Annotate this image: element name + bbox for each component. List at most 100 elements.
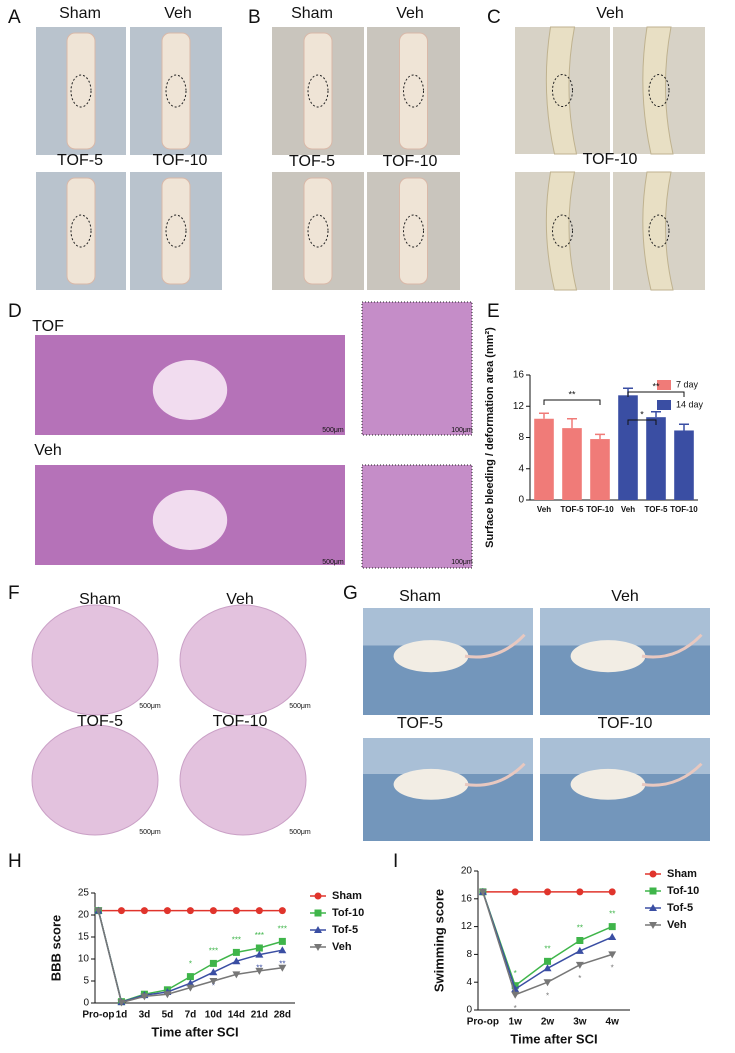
marker — [232, 948, 240, 956]
error-bar — [567, 418, 577, 429]
image-label: Sham — [79, 591, 121, 608]
significance-label: * — [611, 964, 614, 973]
spinal-cord — [399, 177, 428, 285]
scale-bar-label: 100μm — [451, 427, 473, 434]
image-label: TOF-10 — [598, 715, 653, 732]
marker — [163, 907, 171, 915]
y-tick-label: 16 — [461, 893, 473, 904]
image-label: Veh — [396, 5, 424, 22]
x-tick-label: Veh — [621, 505, 635, 514]
marker — [209, 978, 218, 985]
y-tick-label: 5 — [83, 976, 89, 987]
marker — [186, 907, 194, 915]
x-tick-label: 1d — [116, 1010, 128, 1021]
spinal-cord — [161, 177, 191, 285]
image-label: TOF-10 — [583, 151, 638, 168]
legend-label: Tof-10 — [667, 885, 699, 897]
marker — [209, 959, 217, 967]
photo — [362, 465, 472, 568]
x-tick-label: 1w — [509, 1017, 523, 1028]
significance-label: *** — [232, 936, 241, 945]
rat-tail — [641, 762, 703, 787]
legend-label: Veh — [667, 919, 687, 931]
bar — [590, 439, 610, 500]
y-tick-label: 12 — [461, 921, 473, 932]
significance-label: ** — [568, 389, 576, 399]
image-label: Sham — [291, 5, 333, 22]
series-line — [482, 891, 613, 987]
y-tick-label: 25 — [78, 888, 90, 899]
y-tick-label: 4 — [518, 463, 524, 474]
y-tick-label: 20 — [78, 910, 90, 921]
y-axis-title: Surface bleeding / deformation area (mm²… — [484, 327, 496, 548]
panel-letter: F — [8, 583, 20, 604]
x-tick-label: 2w — [541, 1017, 555, 1028]
cord-section — [179, 604, 307, 716]
photo — [362, 302, 472, 435]
marker — [575, 946, 584, 954]
significance-label: * — [212, 981, 215, 990]
marker — [278, 937, 286, 945]
scale-bar-label: 100μm — [451, 559, 473, 566]
rat-tail — [464, 762, 526, 787]
marker — [649, 904, 657, 911]
significance-label: * — [640, 409, 644, 419]
error-bar — [651, 410, 661, 418]
significance-label: * — [514, 1004, 517, 1013]
significance-label: *** — [278, 925, 287, 934]
marker — [608, 888, 616, 896]
marker — [478, 888, 487, 896]
marker — [232, 971, 241, 979]
x-tick-label: 3w — [573, 1017, 587, 1028]
significance-label: ** — [609, 910, 615, 919]
image-label: TOF-5 — [397, 715, 443, 732]
marker — [649, 870, 657, 878]
y-tick-label: 0 — [518, 495, 524, 506]
lesion-outline — [403, 214, 424, 248]
image-label: Veh — [34, 442, 62, 459]
legend-label: 14 day — [676, 399, 704, 409]
panel-letter: C — [487, 7, 501, 28]
scale-bar-label: 500μm — [289, 829, 311, 836]
rat — [570, 640, 646, 673]
lesion-outline — [70, 214, 92, 248]
marker — [94, 907, 103, 915]
rat — [570, 768, 646, 800]
y-axis-title: Swimming score — [431, 889, 446, 992]
marker — [543, 979, 552, 987]
bar — [646, 417, 666, 500]
panel-letter: I — [393, 851, 398, 872]
series-line — [482, 891, 613, 991]
image-label: Veh — [164, 5, 192, 22]
spinal-cord — [545, 171, 578, 291]
rat-tail — [464, 633, 526, 659]
y-tick-label: 15 — [78, 932, 90, 943]
image-label: Veh — [226, 591, 254, 608]
y-tick-label: 20 — [461, 866, 473, 877]
significance-label: *** — [209, 947, 218, 956]
marker — [576, 888, 584, 896]
significance-label: * — [546, 991, 549, 1000]
marker — [649, 922, 657, 929]
marker — [186, 984, 195, 992]
significance-bracket — [627, 391, 685, 397]
image-label: TOF-10 — [213, 713, 268, 730]
bar — [674, 430, 694, 500]
marker — [209, 907, 217, 915]
x-tick-label: TOF-5 — [645, 505, 669, 514]
marker — [255, 967, 264, 975]
image-label: TOF — [32, 318, 64, 335]
lesion-outline — [307, 214, 329, 248]
error-bar — [595, 433, 605, 440]
lesion-outline — [552, 214, 573, 248]
image-label: Sham — [399, 588, 441, 605]
marker — [575, 961, 584, 969]
marker — [278, 964, 287, 972]
y-tick-label: 0 — [466, 1005, 472, 1016]
cord-section — [179, 724, 307, 836]
marker — [186, 979, 195, 987]
spinal-cord — [66, 32, 96, 150]
spinal-cord — [399, 32, 428, 150]
cord-section — [31, 604, 159, 716]
x-axis-title: Time after SCI — [151, 1024, 238, 1039]
